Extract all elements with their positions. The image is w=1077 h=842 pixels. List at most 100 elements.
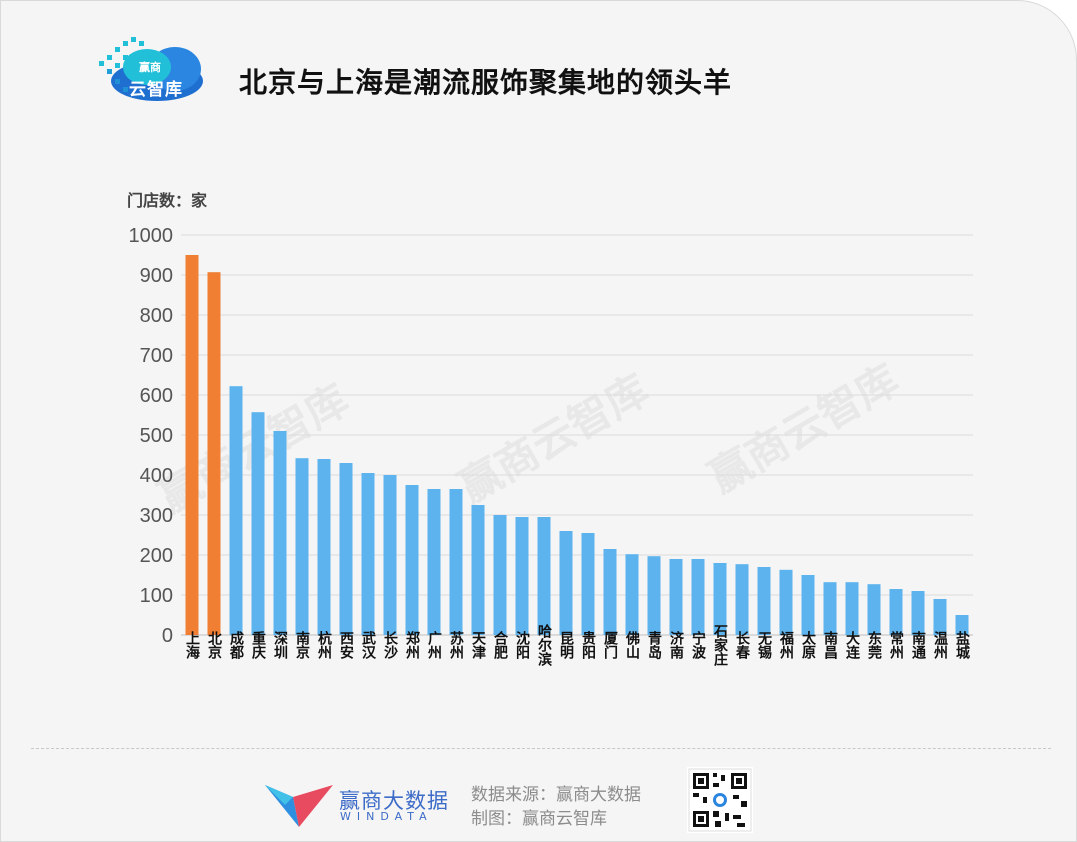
footer-brand-en: WINDATA <box>340 810 433 823</box>
y-tick-label: 200 <box>140 545 173 567</box>
bar <box>669 559 683 635</box>
bar <box>889 589 903 635</box>
bar <box>515 517 529 635</box>
bar <box>317 459 331 635</box>
footer-divider <box>31 748 1051 749</box>
x-tick-label: 太原 <box>800 630 816 660</box>
bar <box>801 575 815 635</box>
watermark-text: 赢商云智库 <box>451 365 657 512</box>
x-tick-label: 广州 <box>426 630 443 660</box>
y-tick-label: 0 <box>162 625 173 647</box>
bar <box>933 599 947 635</box>
x-tick-label: 深圳 <box>272 630 288 660</box>
x-tick-label: 沈阳 <box>514 630 530 660</box>
logo-text-top: 赢商 <box>139 61 161 74</box>
bar <box>383 475 397 635</box>
bar <box>845 582 859 635</box>
x-tick-label: 西安 <box>338 631 354 660</box>
x-tick-label: 大连 <box>844 630 860 660</box>
bar <box>471 505 485 635</box>
y-axis-label: 门店数：家 <box>127 191 208 210</box>
windata-logo-icon <box>265 785 333 827</box>
qr-code-icon <box>687 767 753 833</box>
x-tick-label: 苏州 <box>448 630 465 660</box>
x-tick-label: 贵阳 <box>580 630 596 660</box>
bar <box>449 489 463 635</box>
page-title: 北京与上海是潮流服饰聚集地的领头羊 <box>239 66 733 99</box>
y-tick-label: 600 <box>140 385 173 407</box>
x-tick-label: 宁波 <box>690 630 706 660</box>
bar <box>295 458 309 635</box>
bar <box>207 272 221 635</box>
x-tick-label: 常州 <box>888 630 905 660</box>
bar <box>273 431 287 635</box>
bar <box>911 591 925 635</box>
bar <box>229 386 243 635</box>
x-tick-label: 温州 <box>932 631 949 660</box>
x-tick-label: 东莞 <box>866 630 882 660</box>
x-tick-label: 南昌 <box>822 630 838 660</box>
x-tick-label: 福州 <box>778 630 795 660</box>
bar <box>955 615 969 635</box>
x-tick-label: 哈尔滨 <box>536 623 552 667</box>
x-tick-label: 盐城 <box>954 630 970 660</box>
bar <box>251 412 265 635</box>
footer-source: 数据来源：赢商大数据 制图：赢商云智库 <box>471 783 641 831</box>
y-tick-label: 1000 <box>129 225 174 247</box>
bar <box>559 531 573 635</box>
cloud-logo-icon <box>99 37 203 101</box>
x-tick-label: 石家庄 <box>712 624 729 667</box>
bar <box>779 569 793 635</box>
y-tick-label: 500 <box>140 425 173 447</box>
x-tick-label: 南京 <box>294 630 310 660</box>
x-tick-label: 成都 <box>228 630 245 660</box>
footer-brand-cn: 赢商大数据 <box>339 789 449 813</box>
y-tick-label: 800 <box>140 305 173 327</box>
x-tick-label: 无锡 <box>756 631 773 660</box>
bar <box>361 473 375 635</box>
x-tick-label: 天津 <box>470 631 486 660</box>
x-tick-label: 长沙 <box>382 630 398 660</box>
x-tick-label: 重庆 <box>250 630 266 660</box>
x-tick-label: 佛山 <box>624 630 641 660</box>
bar <box>625 554 639 635</box>
bar <box>647 556 661 635</box>
x-tick-label: 长春 <box>734 630 751 660</box>
bar <box>713 563 727 635</box>
x-tick-label: 北京 <box>206 631 222 660</box>
bar <box>603 549 617 635</box>
bar <box>735 564 749 635</box>
y-tick-label: 900 <box>140 265 173 287</box>
data-source-text: 数据来源：赢商大数据 <box>471 785 641 805</box>
y-tick-label: 400 <box>140 465 173 487</box>
bar <box>691 559 705 635</box>
logo-text-bottom: 云智库 <box>129 80 183 100</box>
x-tick-label: 青岛 <box>646 630 662 660</box>
bar <box>537 517 551 635</box>
y-tick-label: 700 <box>140 345 173 367</box>
watermark-text: 赢商云智库 <box>701 355 907 502</box>
bar <box>581 533 595 635</box>
bar <box>493 515 507 635</box>
y-tick-label: 100 <box>140 585 173 607</box>
bar <box>867 584 881 635</box>
bar <box>405 485 419 635</box>
x-tick-label: 济南 <box>668 630 684 660</box>
bar <box>823 582 837 635</box>
bar <box>185 255 199 635</box>
x-tick-label: 合肥 <box>492 630 508 660</box>
bar <box>427 489 441 635</box>
bar <box>757 567 771 635</box>
x-tick-label: 南通 <box>910 630 926 660</box>
y-tick-label: 300 <box>140 505 173 527</box>
x-tick-label: 武汉 <box>360 630 376 660</box>
x-tick-label: 杭州 <box>316 630 333 660</box>
x-tick-label: 厦门 <box>602 631 618 660</box>
x-tick-label: 昆明 <box>558 631 574 660</box>
x-tick-label: 上海 <box>184 631 200 660</box>
bar <box>339 463 353 635</box>
x-tick-label: 郑州 <box>404 630 421 660</box>
made-by-text: 制图：赢商云智库 <box>471 809 607 829</box>
